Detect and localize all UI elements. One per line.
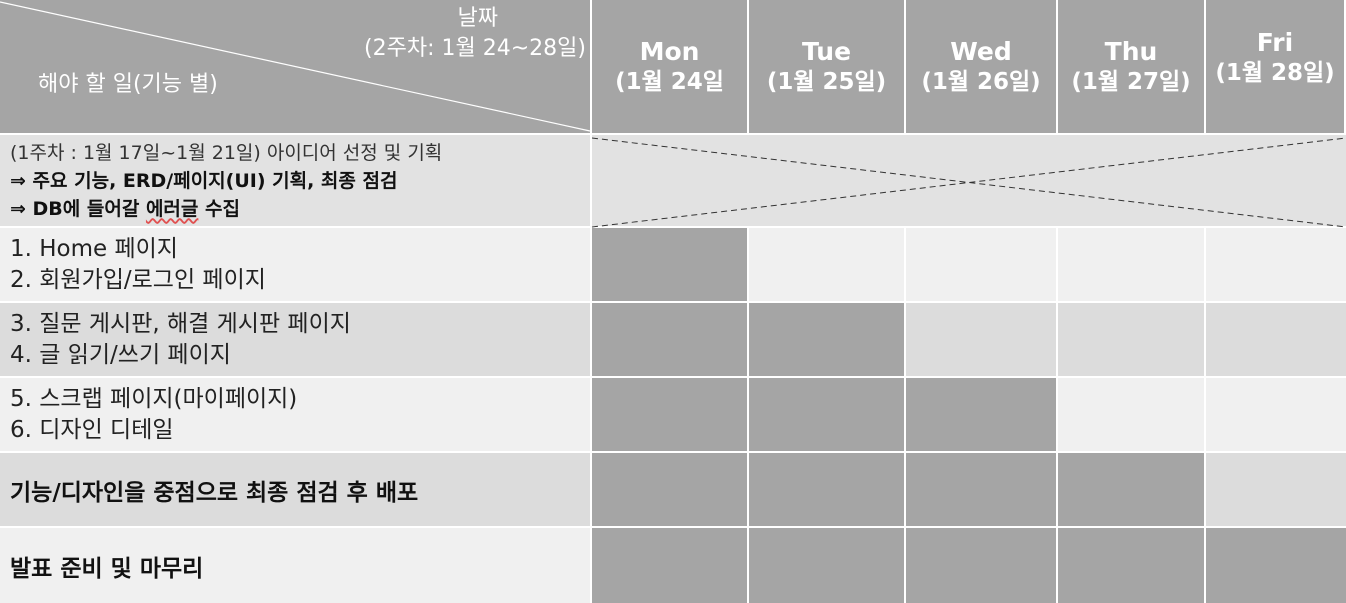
day-date: (1월 25일) [766, 68, 887, 95]
day-cell-filled [749, 378, 906, 453]
intro-task-cell: (1주차 : 1월 17일~1월 21일) 아이디어 선정 및 기획 ⇒ 주요 … [0, 135, 592, 228]
task-row-5: 발표 준비 및 마무리 [0, 528, 592, 603]
day-cell [1206, 453, 1346, 528]
day-cell [1058, 378, 1206, 453]
day-cell-filled [906, 453, 1058, 528]
day-header-thu: Thu (1월 27일) [1058, 0, 1206, 135]
day-cell-filled [592, 303, 749, 378]
day-date: (1월 26일) [921, 68, 1041, 95]
day-cell [1058, 228, 1206, 303]
task-line: 발표 준비 및 마무리 [10, 555, 204, 582]
day-cell [1206, 303, 1346, 378]
day-cell-filled [906, 528, 1058, 603]
task-row-2: 3. 질문 게시판, 해결 게시판 페이지 4. 글 읽기/쓰기 페이지 [0, 303, 592, 378]
intro-line-db: ⇒ DB에 들어갈 에러글 수집 [10, 195, 590, 223]
day-header-wed: Wed (1월 26일) [906, 0, 1058, 135]
task-line: 3. 질문 게시판, 해결 게시판 페이지 [10, 310, 351, 337]
day-cell-filled [1206, 528, 1346, 603]
corner-week-label: (2주차: 1월 24~28일) [364, 36, 586, 61]
task-line: 기능/디자인을 중점으로 최종 점검 후 배포 [10, 479, 419, 506]
day-date: (1월 24일 [615, 68, 724, 95]
day-header-mon: Mon (1월 24일 [592, 0, 749, 135]
task-line: 5. 스크랩 페이지(마이페이지) [10, 385, 298, 412]
corner-date-header: 날짜 (2주차: 1월 24~28일) [364, 4, 586, 64]
diagonal-divider [0, 1, 591, 132]
day-cell-filled [749, 453, 906, 528]
day-cell [1206, 378, 1346, 453]
day-header-fri: Fri (1월 28일) [1206, 0, 1346, 135]
day-cell-filled [592, 453, 749, 528]
day-cell [1206, 228, 1346, 303]
task-row-4: 기능/디자인을 중점으로 최종 점검 후 배포 [0, 453, 592, 528]
intro-db-prefix: ⇒ DB에 들어갈 [10, 197, 146, 220]
intro-line-planning: ⇒ 주요 기능, ERD/페이지(UI) 기획, 최종 점검 [10, 169, 398, 192]
task-line: 4. 글 읽기/쓰기 페이지 [10, 341, 231, 368]
day-name: Thu [1104, 36, 1158, 66]
cross-out-lines [592, 137, 1346, 228]
header-corner-cell: 날짜 (2주차: 1월 24~28일) 해야 할 일(기능 별) [0, 0, 592, 135]
day-cell-filled [749, 528, 906, 603]
day-cell-filled [592, 228, 749, 303]
day-cell-filled [1058, 528, 1206, 603]
day-cell [1058, 303, 1206, 378]
task-row-3: 5. 스크랩 페이지(마이페이지) 6. 디자인 디테일 [0, 378, 592, 453]
intro-line-week1: (1주차 : 1월 17일~1월 21일) 아이디어 선정 및 기획 [10, 141, 443, 164]
day-cell-filled [906, 378, 1058, 453]
day-name: Mon [639, 36, 700, 66]
task-row-1: 1. Home 페이지 2. 회원가입/로그인 페이지 [0, 228, 592, 303]
day-date: (1월 28일) [1215, 60, 1335, 86]
day-header-tue: Tue (1월 25일) [749, 0, 906, 135]
corner-date-label: 날짜 [457, 6, 498, 31]
intro-db-suffix: 수집 [198, 197, 240, 220]
day-name: Wed [950, 36, 1012, 66]
day-date: (1월 27일) [1071, 68, 1191, 95]
day-cell [906, 303, 1058, 378]
day-name: Tue [801, 36, 852, 66]
day-cell-filled [1058, 453, 1206, 528]
intro-crossed-cells [592, 135, 1346, 228]
day-cell [906, 228, 1058, 303]
day-name: Fri [1256, 28, 1294, 57]
intro-db-wavy: 에러글 [145, 197, 199, 220]
task-line: 1. Home 페이지 [10, 235, 178, 262]
day-cell [749, 228, 906, 303]
corner-task-label: 해야 할 일(기능 별) [38, 72, 218, 97]
day-cell-filled [592, 378, 749, 453]
day-cell-filled [592, 528, 749, 603]
task-line: 6. 디자인 디테일 [10, 416, 174, 443]
day-cell-filled [749, 303, 906, 378]
task-line: 2. 회원가입/로그인 페이지 [10, 266, 266, 293]
